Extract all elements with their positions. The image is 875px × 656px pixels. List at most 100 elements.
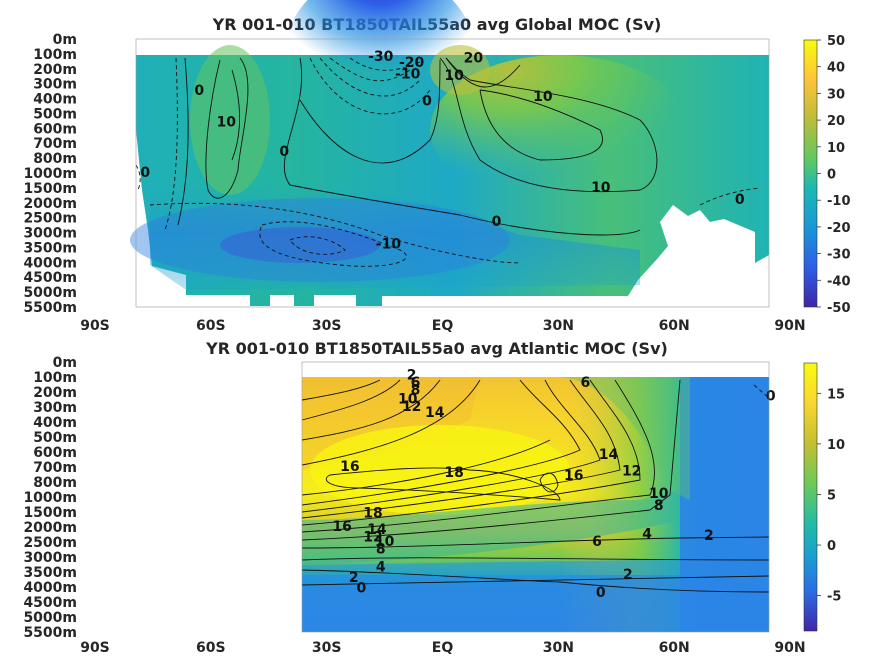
contour-label: 0 xyxy=(766,389,776,405)
contour-label: 6 xyxy=(592,534,602,550)
y-tick-label: 600m xyxy=(33,121,77,137)
contour-label: -10 xyxy=(395,67,421,83)
y-tick-label: 200m xyxy=(33,385,77,401)
y-tick-label: 3500m xyxy=(23,565,77,581)
y-tick-label: 300m xyxy=(33,77,77,93)
contour-label: 16 xyxy=(332,519,351,535)
contour-label: 10 xyxy=(591,180,611,196)
colorbar-tick-label: 15 xyxy=(827,387,845,402)
contour-label: 16 xyxy=(340,459,359,475)
colorbar-tick-label: 20 xyxy=(827,114,845,129)
contour-label: 0 xyxy=(735,192,745,208)
contour-label: 10 xyxy=(533,89,553,105)
x-tick-label: 90N xyxy=(774,318,805,334)
colorbar-tick-label: -20 xyxy=(827,221,851,236)
y-tick-label: 5500m xyxy=(23,625,77,641)
y-tick-label: 500m xyxy=(33,430,77,446)
x-tick-label: 60N xyxy=(659,640,690,656)
y-tick-label: 1500m xyxy=(23,505,77,521)
colorbar-tick-label: 50 xyxy=(827,34,845,49)
colorbar-tick-label: -5 xyxy=(827,590,841,605)
atlantic-moc-y-ticks: 0m100m200m300m400m500m600m700m800m1000m1… xyxy=(23,355,77,641)
x-tick-label: 90S xyxy=(80,640,110,656)
y-tick-label: 4500m xyxy=(23,270,77,286)
y-tick-label: 0m xyxy=(53,32,77,48)
y-tick-label: 5000m xyxy=(23,285,77,301)
y-tick-label: 500m xyxy=(33,106,77,122)
global-moc-panel: YR 001-010 BT1850TAIL55a0 avg Global MOC… xyxy=(23,0,851,334)
x-tick-label: 90S xyxy=(80,318,110,334)
y-tick-label: 100m xyxy=(33,47,77,63)
global-moc-y-ticks: 0m100m200m300m400m500m600m700m800m1000m1… xyxy=(23,32,77,316)
y-tick-label: 400m xyxy=(33,415,77,431)
colorbar-tick-label: 0 xyxy=(827,168,836,183)
global-moc-x-ticks: 90S 60S 30S EQ 30N 60N 90N xyxy=(80,318,805,334)
contour-label: 10 xyxy=(444,68,464,84)
atlantic-moc-contours xyxy=(301,379,770,593)
contour-label: 4 xyxy=(642,527,652,543)
x-tick-label: 30N xyxy=(543,640,574,656)
x-tick-label: 30N xyxy=(543,318,574,334)
atlantic-moc-field xyxy=(302,377,769,632)
y-tick-label: 3000m xyxy=(23,550,77,566)
contour-label: 0 xyxy=(357,581,367,597)
atlantic-moc-colorbar-ticks: 15 10 5 0 -5 xyxy=(817,387,845,605)
contour-label: 10 xyxy=(217,114,237,130)
y-tick-label: 200m xyxy=(33,62,77,78)
contour-label: 16 xyxy=(564,468,583,484)
contour-label: -30 xyxy=(368,49,394,65)
atlantic-moc-title: YR 001-010 BT1850TAIL55a0 avg Atlantic M… xyxy=(205,339,668,358)
atlantic-moc-x-ticks: 90S 60S 30S EQ 30N 60N 90N xyxy=(80,640,805,656)
colorbar-tick-label: 40 xyxy=(827,61,845,76)
y-tick-label: 3500m xyxy=(23,240,77,256)
contour-label: 18 xyxy=(444,465,463,481)
y-tick-label: 3000m xyxy=(23,226,77,242)
y-tick-label: 1000m xyxy=(23,166,77,182)
colorbar-tick-label: -50 xyxy=(827,301,851,316)
global-moc-axes-frame xyxy=(135,38,770,308)
x-tick-label: EQ xyxy=(432,318,454,334)
contour-label: 8 xyxy=(411,383,421,399)
y-tick-label: 0m xyxy=(53,355,77,371)
colorbar-tick-label: -10 xyxy=(827,194,851,209)
x-tick-label: 60N xyxy=(659,318,690,334)
contour-label: 8 xyxy=(376,542,386,558)
global-moc-field xyxy=(130,0,769,306)
y-tick-label: 4000m xyxy=(23,255,77,271)
y-tick-label: 700m xyxy=(33,136,77,152)
contour-label: 0 xyxy=(422,94,432,110)
y-tick-label: 2500m xyxy=(23,211,77,227)
contour-label: 0 xyxy=(596,585,606,601)
contour-label: 12 xyxy=(402,399,421,415)
colorbar-tick-label: 5 xyxy=(827,488,836,503)
colorbar-tick-label: -30 xyxy=(827,248,851,263)
contour-label: 2 xyxy=(349,570,359,586)
global-moc-colorbar-ticks: 50 40 30 20 10 0 -10 -20 -30 -40 -50 xyxy=(817,34,851,316)
y-tick-label: 5000m xyxy=(23,610,77,626)
colorbar-tick-label: -40 xyxy=(827,274,851,289)
y-tick-label: 600m xyxy=(33,445,77,461)
contour-label: 18 xyxy=(363,506,382,522)
contour-label: 10 xyxy=(398,392,418,408)
x-tick-label: 60S xyxy=(196,640,226,656)
contour-label: 12 xyxy=(622,464,641,480)
x-tick-label: EQ xyxy=(432,640,454,656)
y-tick-label: 400m xyxy=(33,92,77,108)
y-tick-label: 1000m xyxy=(23,490,77,506)
contour-label: 2 xyxy=(704,528,714,544)
contour-label: -10 xyxy=(376,236,402,252)
contour-label: 12 xyxy=(363,530,382,546)
y-tick-label: 800m xyxy=(33,475,77,491)
contour-label: 10 xyxy=(649,486,669,502)
contour-label: 0 xyxy=(279,144,289,160)
y-tick-label: 100m xyxy=(33,370,77,386)
y-tick-label: 4500m xyxy=(23,595,77,611)
y-tick-label: 300m xyxy=(33,400,77,416)
atlantic-moc-panel: YR 001-010 BT1850TAIL55a0 avg Atlantic M… xyxy=(23,339,845,656)
contour-label: -20 xyxy=(399,55,425,71)
colorbar-tick-label: 10 xyxy=(827,438,845,453)
contour-label: 2 xyxy=(623,567,633,583)
y-tick-label: 2500m xyxy=(23,535,77,551)
